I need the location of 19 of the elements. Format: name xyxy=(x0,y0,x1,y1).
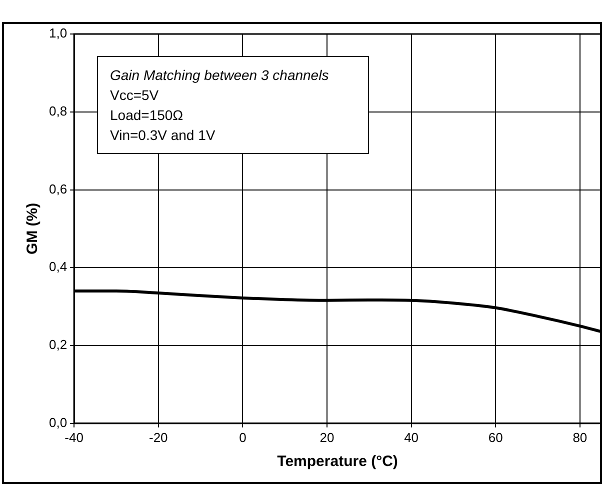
annotation: Vcc=5V xyxy=(110,86,160,105)
y-axis-title: GM (%) xyxy=(24,202,42,255)
y-tick-label: 0,2 xyxy=(48,337,68,352)
annotation: Gain Matching between 3 channels xyxy=(110,66,330,85)
x-tick-label: 60 xyxy=(488,430,503,445)
y-tick-label: 1,0 xyxy=(48,26,68,41)
x-tick-label: -20 xyxy=(148,430,168,445)
x-tick-label: 80 xyxy=(572,430,588,445)
x-tick-label: 20 xyxy=(320,430,334,445)
x-axis-title: Temperature (°C) xyxy=(277,453,398,470)
y-tick-label: 0,4 xyxy=(48,259,68,274)
annotation: Vin=0.3V and 1V xyxy=(110,126,216,145)
x-tick-label: 40 xyxy=(404,430,419,445)
x-tick-label: -40 xyxy=(64,430,84,445)
y-tick-label: 0,0 xyxy=(48,414,68,430)
annotation: Load=150Ω xyxy=(110,106,184,125)
y-tick-label: 0,8 xyxy=(48,103,68,118)
x-tick-label: 0 xyxy=(239,430,246,445)
y-tick-label: 0,6 xyxy=(48,181,68,196)
